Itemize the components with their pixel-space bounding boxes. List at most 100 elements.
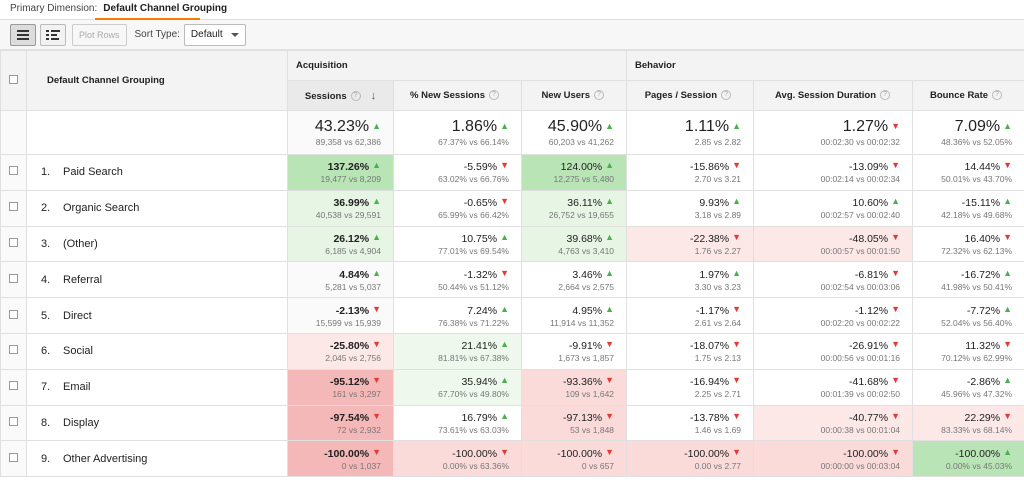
new-sessions-cell: 16.79% ▲ 73.61% vs 63.03% [393,404,522,442]
help-icon[interactable]: ? [489,90,499,101]
up-arrow-icon: ▲ [1003,375,1013,386]
bounce-rate-column-header[interactable]: Bounce Rate? [912,80,1024,111]
row-checkbox[interactable] [9,202,18,212]
totals-bounce-rate: 7.09% ▲ 48.36% vs 52.05% [912,110,1024,155]
new-sessions-compare: 73.61% vs 63.03% [438,424,509,435]
row-checkbox[interactable] [9,381,18,391]
help-icon[interactable]: ? [594,90,605,101]
bounce-rate-compare: 72.32% vs 62.13% [941,245,1013,256]
table-row: 4. Referral 4.84% ▲ 5,281 vs 5,037 -1.32% ▼ 5… [0,261,1024,299]
up-arrow-icon: ▲ [605,121,615,131]
select-all-checkbox[interactable] [9,74,18,84]
new-sessions-value: 35.94% [461,376,498,389]
row-checkbox[interactable] [9,452,18,462]
new-sessions-compare: 0.00% vs 63.36% [442,460,509,471]
row-checkbox[interactable] [9,273,18,283]
sessions-column-header[interactable]: Sessions? ↓ [287,80,394,111]
row-checkbox[interactable] [9,309,18,319]
channel-link[interactable]: Organic Search [63,202,140,215]
avg-duration-column-header[interactable]: Avg. Session Duration? [753,80,914,111]
plot-rows-button[interactable]: Plot Rows [72,23,127,46]
sort-type-select[interactable]: Default [183,23,246,46]
bounce-rate-value: 16.40% [964,232,1001,245]
totals-pages-session-compare: 2.85 vs 2.82 [694,137,742,147]
totals-new-sessions: 1.86% ▲ 67.37% vs 66.14% [393,110,522,155]
pages-session-value: -15.86% [690,161,730,174]
down-arrow-icon: ▼ [372,410,381,421]
sessions-compare: 161 vs 3,297 [332,389,381,400]
pages-session-cell: -16.94% ▼ 2.25 vs 2.71 [626,368,755,406]
help-icon[interactable]: ? [350,90,361,101]
bounce-rate-compare: 0.00% vs 45.03% [945,460,1013,471]
bounce-rate-cell: 22.29% ▼ 83.33% vs 68.14% [912,404,1024,442]
down-arrow-icon: ▼ [732,339,742,350]
channel-link[interactable]: Social [63,345,93,358]
avg-duration-value: -26.91% [849,340,889,353]
sessions-cell: -97.54% ▼ 72 vs 2,932 [287,404,394,442]
help-icon[interactable]: ? [992,90,1003,101]
table-toolbar: Plot Rows Sort Type: Default [0,20,1024,50]
dimension-column-header[interactable]: Default Channel Grouping [26,50,288,111]
help-icon[interactable]: ? [880,90,891,101]
new-users-cell: -9.91% ▼ 1,673 vs 1,857 [520,332,628,370]
new-sessions-cell: 10.75% ▲ 77.01% vs 69.54% [393,225,522,263]
table-view-icon [17,29,29,40]
sessions-compare: 6,185 vs 4,904 [325,245,381,256]
pages-session-value: -100.00% [684,447,730,460]
row-checkbox[interactable] [9,345,18,355]
sessions-value: 4.84% [339,268,370,281]
pages-session-cell: -22.38% ▼ 1.76 vs 2.27 [626,225,755,263]
up-arrow-icon: ▲ [500,303,509,314]
down-arrow-icon: ▼ [500,446,509,457]
up-arrow-icon: ▲ [372,231,381,242]
bounce-rate-cell: -15.11% ▲ 42.18% vs 49.68% [912,189,1024,227]
pages-session-column-header[interactable]: Pages / Session? [626,80,755,111]
channel-link[interactable]: Display [63,416,100,429]
new-sessions-value: 7.24% [467,304,498,317]
dimension-cell: 5. Direct [26,297,288,334]
sessions-value: -2.13% [335,304,370,317]
avg-duration-cell: 10.60% ▲ 00:02:57 vs 00:02:40 [753,189,914,227]
avg-duration-compare: 00:00:38 vs 00:01:04 [820,424,901,435]
new-users-cell: 36.11% ▲ 26,752 vs 19,655 [520,189,628,227]
channel-link[interactable]: Referral [63,273,103,286]
avg-duration-header-label: Avg. Session Duration [775,90,877,101]
row-checkbox-cell [0,440,27,478]
bounce-rate-value: -100.00% [955,447,1001,460]
table-view-button[interactable] [10,23,36,46]
dimension-cell: 7. Email [26,368,288,406]
sessions-cell: 26.12% ▲ 6,185 vs 4,904 [287,225,394,263]
up-arrow-icon: ▲ [605,231,615,242]
channel-link[interactable]: Paid Search [63,166,123,179]
row-checkbox[interactable] [9,416,18,426]
channel-link[interactable]: Direct [63,309,92,322]
new-users-column-header[interactable]: New Users? [520,80,628,111]
totals-sessions-compare: 89,358 vs 62,386 [315,137,381,147]
row-index: 8. [41,416,51,429]
sort-descending-icon: ↓ [370,89,377,102]
new-users-value: 3.46% [572,268,603,281]
down-arrow-icon: ▼ [732,410,742,421]
new-users-compare: 109 vs 1,642 [565,389,615,400]
row-index: 2. [41,202,51,215]
row-checkbox[interactable] [9,237,18,247]
bounce-rate-cell: -7.72% ▲ 52.04% vs 56.40% [912,297,1024,334]
comparison-view-button[interactable] [40,23,66,46]
bounce-rate-value: -16.72% [961,268,1001,281]
down-arrow-icon: ▼ [891,410,901,421]
help-icon[interactable]: ? [721,90,732,101]
channel-link[interactable]: Email [63,381,91,394]
new-sessions-value: -5.59% [463,161,498,174]
channel-link[interactable]: (Other) [63,237,98,250]
new-users-header-label: New Users [541,90,591,101]
sessions-cell: -25.80% ▼ 2,045 vs 2,756 [287,332,394,370]
table-row: 8. Display -97.54% ▼ 72 vs 2,932 16.79% ▲ 73.… [0,404,1024,442]
pages-session-cell: -1.17% ▼ 2.61 vs 2.64 [626,297,755,334]
primary-dimension-value[interactable]: Default Channel Grouping [103,3,228,14]
row-checkbox[interactable] [9,166,18,176]
totals-pages-session: 1.11% ▲ 2.85 vs 2.82 [626,110,755,155]
new-sessions-column-header[interactable]: % New Sessions? [393,80,522,111]
pages-session-cell: -100.00% ▼ 0.00 vs 2.77 [626,440,755,478]
new-sessions-compare: 65.99% vs 66.42% [438,210,509,221]
channel-link[interactable]: Other Advertising [63,452,148,465]
